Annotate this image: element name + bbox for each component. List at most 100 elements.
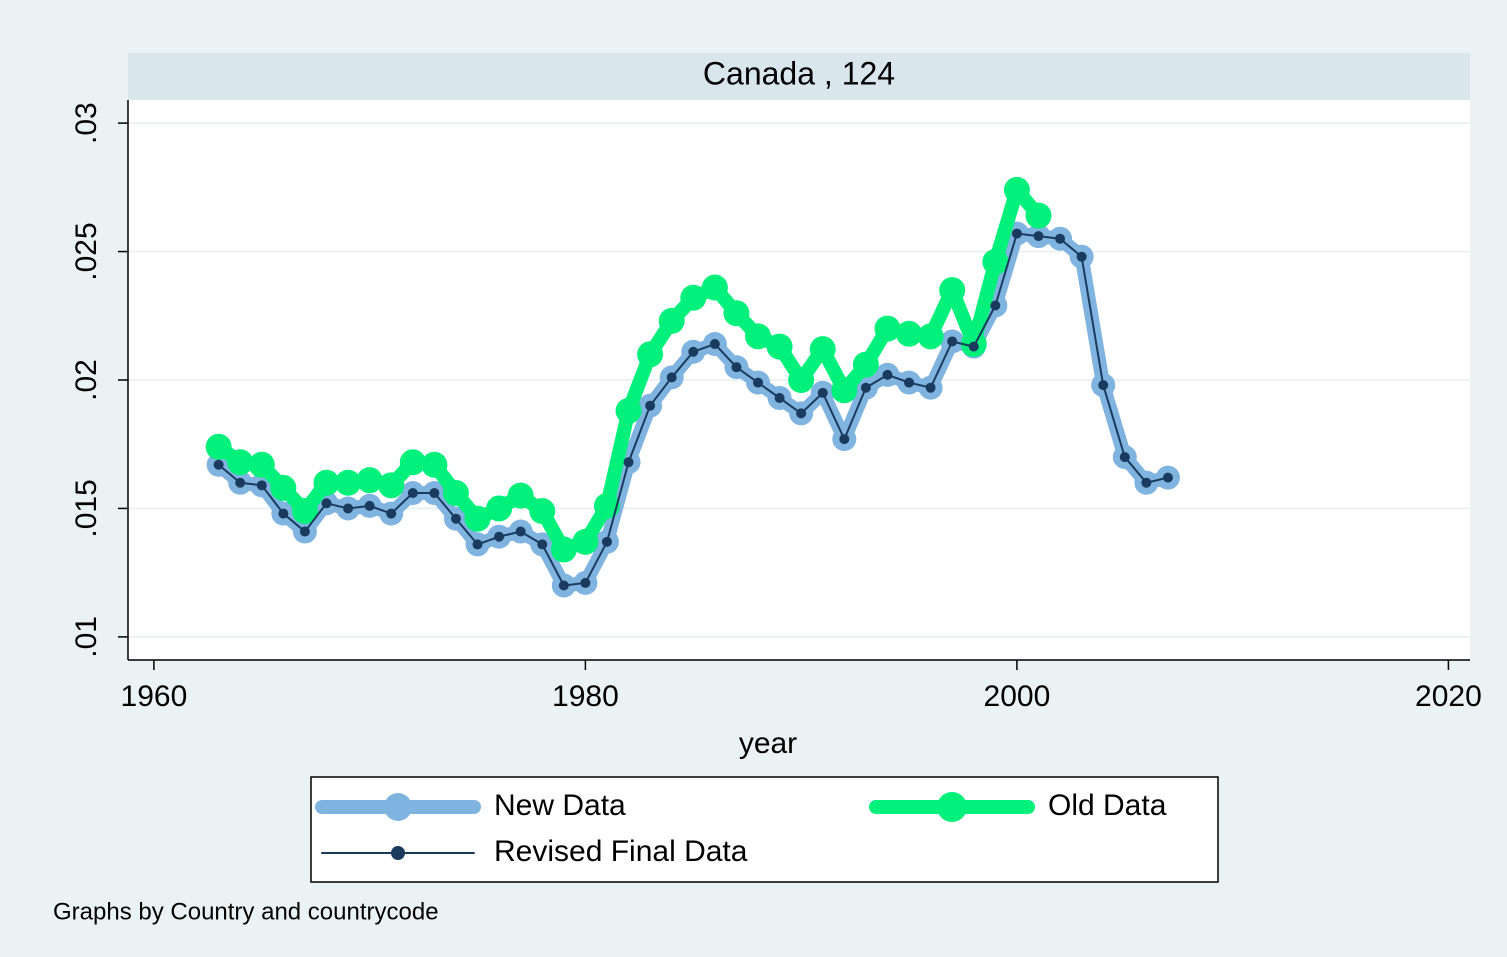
marker — [291, 498, 318, 525]
marker — [507, 482, 534, 509]
marker — [688, 346, 699, 357]
y-tick-label: .03 — [70, 102, 103, 144]
marker — [429, 488, 440, 499]
marker — [645, 400, 656, 411]
marker — [817, 387, 828, 398]
marker — [968, 341, 979, 352]
marker — [615, 397, 642, 424]
marker — [637, 341, 664, 368]
marker — [874, 315, 901, 342]
marker — [593, 492, 620, 519]
marker — [464, 505, 491, 532]
marker — [852, 351, 879, 378]
y-tick-label: .01 — [70, 616, 103, 658]
marker — [896, 320, 923, 347]
marker — [753, 377, 764, 388]
marker — [882, 369, 893, 380]
legend-marker — [937, 792, 967, 822]
marker — [227, 449, 254, 476]
marker — [1025, 202, 1052, 229]
legend-marker — [384, 793, 412, 821]
marker — [378, 472, 405, 499]
marker — [256, 480, 267, 491]
marker — [1003, 176, 1030, 203]
marker — [235, 477, 246, 488]
marker — [515, 526, 526, 537]
marker — [558, 580, 569, 591]
marker — [529, 498, 556, 525]
x-tick-label: 2020 — [1415, 680, 1482, 713]
marker — [658, 307, 685, 334]
x-tick-label: 2000 — [984, 680, 1051, 713]
marker — [364, 500, 375, 511]
marker — [313, 469, 340, 496]
marker — [494, 531, 505, 542]
marker — [278, 508, 289, 519]
marker — [990, 300, 1001, 311]
marker — [680, 284, 707, 311]
legend-label: New Data — [494, 789, 626, 822]
title-strip — [128, 53, 1470, 100]
note: Graphs by Country and countrycode — [53, 898, 439, 925]
marker — [939, 277, 966, 304]
legend-label: Revised Final Data — [494, 835, 748, 868]
marker — [205, 433, 232, 460]
marker — [335, 469, 362, 496]
marker — [1033, 231, 1044, 242]
series — [205, 176, 1052, 563]
marker — [982, 248, 1009, 275]
marker — [421, 451, 448, 478]
marker — [917, 323, 944, 350]
marker — [1055, 233, 1066, 244]
marker — [270, 474, 297, 501]
marker — [442, 480, 469, 507]
marker — [399, 449, 426, 476]
marker — [1076, 251, 1087, 262]
marker — [701, 274, 728, 301]
marker — [486, 495, 513, 522]
marker — [248, 451, 275, 478]
marker — [213, 459, 224, 470]
marker — [731, 362, 742, 373]
marker — [601, 536, 612, 547]
marker — [572, 528, 599, 555]
chart-title: Canada , 124 — [703, 55, 895, 91]
marker — [472, 539, 483, 550]
marker — [766, 333, 793, 360]
marker — [809, 336, 836, 363]
x-tick-label: 1960 — [121, 680, 188, 713]
y-tick-label: .02 — [70, 359, 103, 401]
marker — [1098, 380, 1109, 391]
marker — [450, 513, 461, 524]
legend-label: Old Data — [1048, 789, 1167, 822]
marker — [860, 382, 871, 393]
marker — [407, 488, 418, 499]
y-tick-label: .015 — [70, 479, 103, 537]
marker — [839, 434, 850, 445]
x-axis-label: year — [739, 727, 797, 760]
series — [213, 228, 1173, 591]
marker — [745, 323, 772, 350]
marker — [709, 339, 720, 350]
legend-marker — [391, 846, 405, 860]
marker — [904, 377, 915, 388]
marker — [796, 408, 807, 419]
marker — [537, 539, 548, 550]
marker — [666, 372, 677, 383]
marker — [1119, 452, 1130, 463]
marker — [386, 508, 397, 519]
marker — [1011, 228, 1022, 239]
y-tick-label: .025 — [70, 222, 103, 280]
marker — [925, 382, 936, 393]
marker — [343, 503, 354, 514]
marker — [947, 336, 958, 347]
marker — [321, 498, 332, 509]
marker — [550, 536, 577, 563]
marker — [1141, 477, 1152, 488]
marker — [580, 577, 591, 588]
marker — [1162, 472, 1173, 483]
marker — [623, 457, 634, 468]
marker — [774, 392, 785, 403]
marker — [723, 300, 750, 327]
